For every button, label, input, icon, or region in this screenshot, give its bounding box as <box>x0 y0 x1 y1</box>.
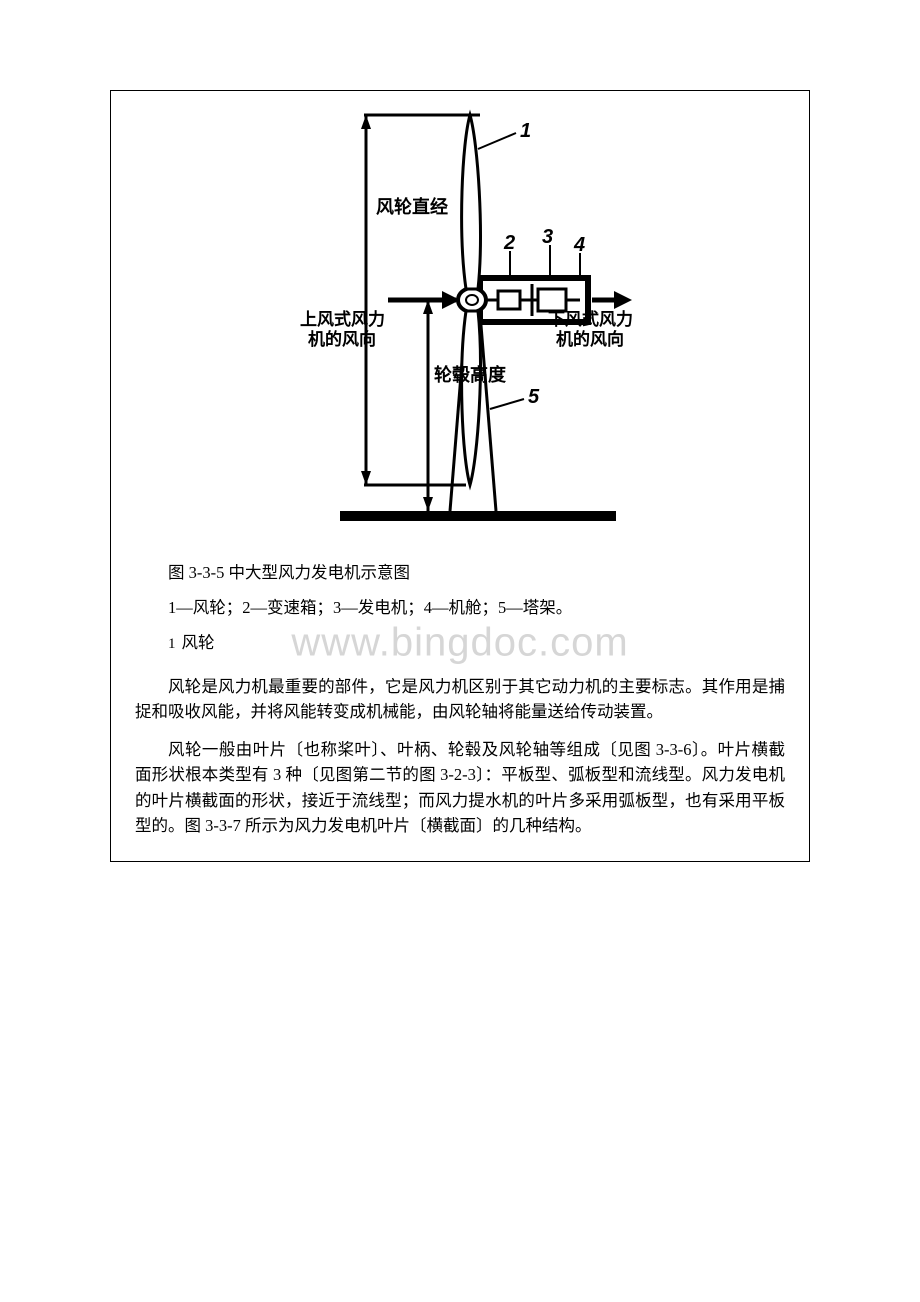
page: 风轮直经 上风式风力 机的风向 下风式风力 机的风向 轮毂高度 1 2 3 4 … <box>0 0 920 902</box>
paragraph-2: 风轮一般由叶片〔也称桨叶〕、叶柄、轮毂及风轮轴等组成〔见图 3-3-6〕。叶片横… <box>135 737 785 839</box>
subhead-number: 1 <box>168 636 176 652</box>
label-upwind-1: 上风式风力 <box>300 309 385 329</box>
text-block: 图 3-3-5 中大型风力发电机示意图 1—风轮；2—变速箱；3—发电机；4—机… <box>129 556 791 839</box>
wind-turbine-diagram: 风轮直经 上风式风力 机的风向 下风式风力 机的风向 轮毂高度 1 2 3 4 … <box>280 103 640 533</box>
figure-legend: 1—风轮；2—变速箱；3—发电机；4—机舱；5—塔架。 <box>135 591 785 626</box>
callout-5: 5 <box>528 386 540 408</box>
callout-1: 1 <box>520 120 531 142</box>
subhead-label: 风轮 <box>182 633 215 652</box>
content-box: 风轮直经 上风式风力 机的风向 下风式风力 机的风向 轮毂高度 1 2 3 4 … <box>110 90 810 862</box>
callout-2: 2 <box>503 232 515 254</box>
subhead-row: www.bingdoc.com 1风轮 <box>135 625 785 661</box>
section-subhead: 1 风轮 <box>135 625 785 661</box>
label-downwind-1: 下风式风力 <box>548 309 633 329</box>
callout-4: 4 <box>573 234 585 256</box>
label-upwind-2: 机的风向 <box>308 329 376 349</box>
figure-caption: 图 3-3-5 中大型风力发电机示意图 <box>135 556 785 591</box>
diagram-container: 风轮直经 上风式风力 机的风向 下风式风力 机的风向 轮毂高度 1 2 3 4 … <box>129 103 791 538</box>
label-rotor-diameter: 风轮直经 <box>376 196 448 217</box>
callout-3: 3 <box>542 226 553 248</box>
paragraph-1: 风轮是风力机最重要的部件，它是风力机区别于其它动力机的主要标志。其作用是捕捉和吸… <box>135 674 785 725</box>
label-downwind-2: 机的风向 <box>556 329 624 349</box>
label-hub-height: 轮毂高度 <box>434 364 507 385</box>
